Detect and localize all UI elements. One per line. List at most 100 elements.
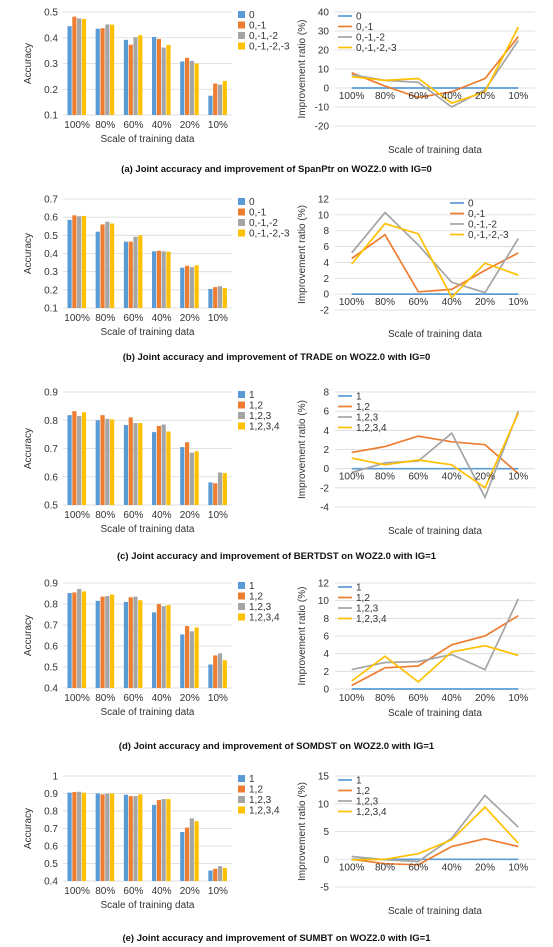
legend-label-a-right-1: 0,-1	[356, 22, 374, 33]
bar-d-s3-2	[138, 600, 143, 688]
ytick-label-a-right: -10	[315, 103, 330, 114]
xtick-label-b-left: 100%	[64, 313, 90, 324]
ytick-label-c-right: 6	[323, 407, 329, 418]
bar-a-s1-3	[156, 39, 161, 115]
ytick-label-d-right: 0	[323, 685, 329, 696]
bar-d-s1-2	[128, 597, 133, 688]
legend-label-d-left-1: 1,2	[249, 592, 263, 603]
bar-d-s3-0	[81, 591, 87, 688]
ytick-label-a-right: 0	[323, 84, 329, 95]
xtick-label-c-left: 40%	[152, 510, 172, 521]
ytick-label-c-left: 0.7	[44, 444, 58, 455]
legend-swatch-e-left-3	[238, 806, 245, 814]
bar-d-s3-4	[194, 627, 199, 688]
bar-b-s1-5	[213, 287, 218, 308]
legend-label-e-right-2: 1,2,3	[356, 797, 379, 808]
bar-a-s0-1	[95, 28, 100, 115]
ytick-label-c-right: -2	[320, 483, 329, 494]
bar-a-s3-3	[166, 44, 171, 115]
series-line-b-2	[351, 211, 520, 294]
legend-label-d-right-1: 1,2	[356, 593, 370, 604]
ytick-label-c-right: 4	[323, 426, 329, 437]
bar-b-s0-5	[208, 288, 213, 308]
legend-swatch-b-left-0	[238, 198, 245, 205]
xtick-label-e-left: 60%	[123, 886, 143, 897]
xtick-label-e-right: 80%	[375, 862, 395, 873]
bar-b-s2-1	[105, 221, 110, 308]
bar-e-s2-1	[105, 793, 110, 881]
ytick-label-e-left: 0.4	[44, 877, 58, 888]
bar-b-s2-0	[77, 216, 82, 308]
xtick-label-c-left: 80%	[95, 510, 115, 521]
bar-e-s2-4	[189, 818, 194, 881]
legend-swatch-a-left-3	[238, 42, 245, 50]
bar-e-s0-0	[67, 792, 72, 881]
xtick-label-a-right: 80%	[375, 91, 395, 102]
legend-swatch-c-left-3	[238, 422, 245, 430]
bar-c-s1-1	[100, 415, 105, 505]
caption-c: (c) Joint accuracy and improvement of BE…	[116, 551, 437, 562]
ytick-label-c-right: 2	[323, 445, 329, 456]
bar-a-s3-4	[194, 63, 199, 115]
legend-swatch-e-left-2	[238, 796, 245, 803]
xtick-label-a-right: 10%	[508, 91, 528, 102]
legend-swatch-e-left-0	[238, 775, 245, 782]
legend-swatch-a-left-2	[238, 32, 245, 39]
bar-a-s1-5	[213, 83, 218, 115]
xtick-label-a-left: 100%	[64, 120, 90, 131]
xtick-label-e-right: 60%	[408, 862, 428, 873]
xtick-label-c-right: 100%	[339, 472, 365, 483]
bar-e-s1-4	[184, 827, 190, 881]
bar-c-s3-2	[138, 423, 143, 505]
legend-label-e-right-3: 1,2,3,4	[356, 807, 387, 818]
legend-label-b-right-2: 0,-1,-2	[468, 220, 497, 231]
bar-d-s2-3	[161, 606, 166, 688]
legend-swatch-d-left-3	[238, 613, 245, 621]
xtick-label-b-right: 40%	[442, 297, 462, 308]
ytick-label-a-right: 30	[318, 27, 330, 38]
bar-c-s2-4	[189, 452, 194, 505]
bar-c-s3-1	[110, 419, 115, 505]
y-axis-title-d-left: Accuracy	[23, 615, 34, 656]
ytick-label-e-right: 5	[323, 827, 329, 838]
legend-label-e-left-0: 1	[249, 774, 255, 785]
ytick-label-a-left: 0.1	[44, 111, 58, 122]
xtick-label-d-left: 10%	[208, 693, 228, 704]
bar-e-s3-2	[138, 794, 143, 881]
legend-label-c-right-3: 1,2,3,4	[356, 423, 387, 434]
ytick-label-b-right: 2	[323, 274, 329, 285]
bar-c-s3-4	[194, 451, 199, 505]
bar-d-s0-0	[67, 593, 72, 688]
bar-b-s2-5	[217, 286, 223, 308]
legend-label-c-left-2: 1,2,3	[249, 411, 272, 422]
ytick-label-b-right: -2	[320, 306, 329, 317]
xtick-label-d-left: 100%	[64, 693, 90, 704]
legend-label-a-left-2: 0,-1,-2	[249, 31, 278, 42]
legend-label-e-right-1: 1,2	[356, 786, 370, 797]
xtick-label-e-right: 40%	[442, 862, 462, 873]
bar-d-s3-5	[222, 660, 227, 688]
xtick-label-e-left: 20%	[180, 886, 200, 897]
bar-c-s2-3	[161, 424, 166, 505]
bar-d-s1-0	[72, 592, 77, 688]
x-axis-title-b-right: Scale of training data	[388, 329, 482, 340]
ytick-label-e-left: 0.6	[44, 842, 58, 853]
legend-label-d-left-0: 1	[249, 581, 255, 592]
xtick-label-c-right: 60%	[408, 472, 428, 483]
ytick-label-b-right: 0	[323, 290, 329, 301]
bar-c-s1-5	[213, 483, 218, 505]
legend-label-c-left-1: 1,2	[249, 401, 263, 412]
bar-a-s3-2	[138, 35, 143, 115]
bar-a-s2-2	[133, 37, 138, 115]
y-axis-title-b-right: Improvement ratio (%)	[297, 205, 308, 304]
bar-c-s1-2	[128, 417, 133, 505]
xtick-label-c-left: 20%	[180, 510, 200, 521]
bar-b-s3-1	[110, 223, 115, 308]
bar-b-s1-4	[184, 265, 190, 308]
xtick-label-a-left: 40%	[152, 120, 172, 131]
bar-a-s2-3	[161, 47, 166, 115]
bar-b-s1-1	[100, 224, 105, 308]
bar-d-s2-4	[189, 631, 194, 688]
y-axis-title-b-left: Accuracy	[23, 233, 34, 274]
xtick-label-b-left: 60%	[123, 313, 143, 324]
